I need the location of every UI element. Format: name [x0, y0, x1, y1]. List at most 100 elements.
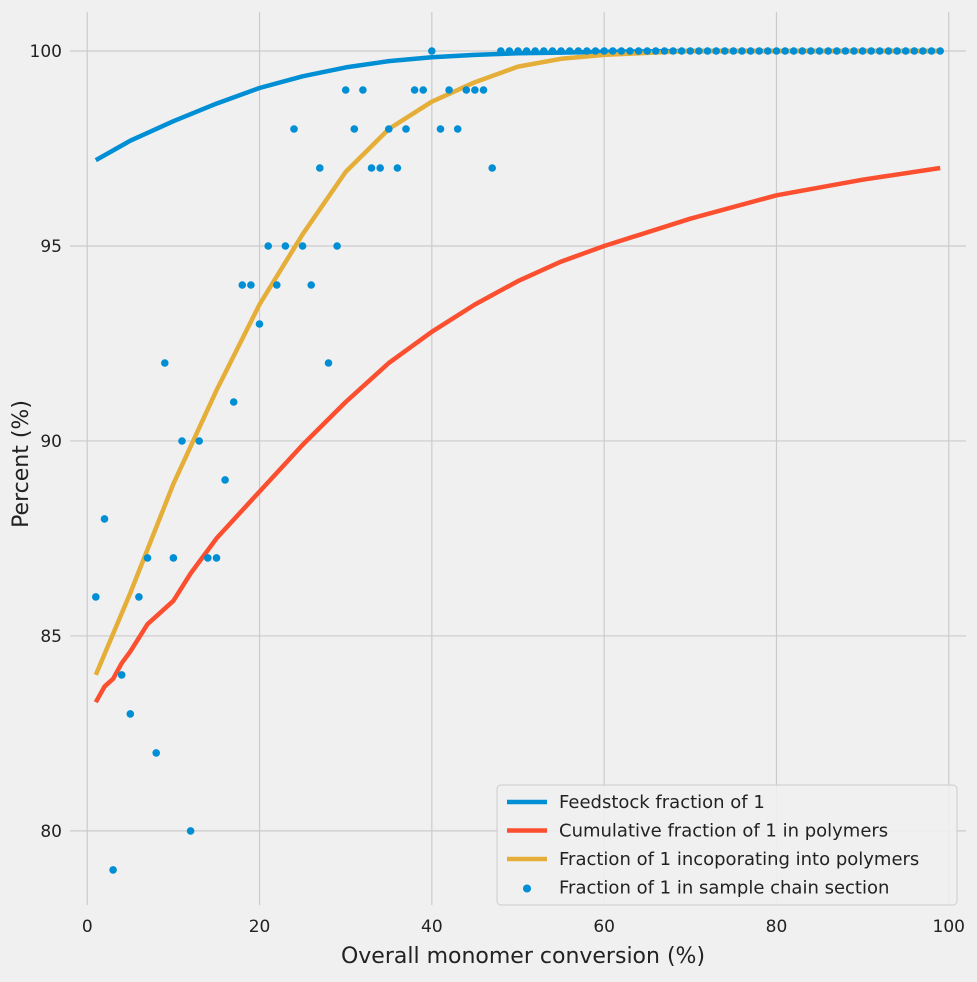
scatter-point	[901, 47, 910, 55]
scatter-point	[686, 47, 695, 55]
scatter-point	[350, 125, 359, 133]
legend-entry-label: Fraction of 1 in sample chain section	[559, 878, 889, 899]
scatter-point	[936, 47, 944, 55]
scatter-point	[186, 827, 195, 835]
scatter-point	[436, 125, 445, 133]
x-axis-label: Overall monomer conversion (%)	[341, 944, 705, 969]
scatter-point	[841, 47, 850, 55]
scatter-point	[428, 47, 436, 55]
scatter-point	[410, 86, 419, 94]
scatter-point	[109, 866, 117, 874]
scatter-point	[591, 47, 600, 55]
x-tick-label: 20	[249, 917, 271, 937]
scatter-point	[876, 47, 884, 55]
scatter-point	[152, 749, 160, 757]
scatter-point	[660, 47, 669, 55]
scatter-point	[195, 437, 203, 445]
scatter-point	[462, 86, 471, 94]
scatter-point	[833, 47, 841, 55]
scatter-point	[755, 47, 763, 55]
series-line-3	[93, 48, 941, 676]
scatter-point	[583, 47, 591, 55]
scatter-point	[204, 554, 212, 562]
x-tick-label: 60	[593, 917, 615, 937]
y-tick-label: 90	[40, 432, 62, 452]
scatter-point	[798, 47, 807, 55]
x-tick-labels: 0 20 40 60 80 100	[82, 917, 965, 937]
scatter-point	[695, 47, 703, 55]
scatter-point	[772, 47, 781, 55]
scatter-point	[522, 47, 531, 55]
scatter-point	[376, 164, 385, 172]
scatter-point	[247, 281, 255, 289]
scatter-point	[497, 47, 505, 55]
scatter-point	[721, 47, 729, 55]
scatter-point	[445, 86, 453, 94]
scatter-point	[488, 164, 497, 172]
scatter-point	[419, 86, 428, 94]
scatter-point	[540, 47, 548, 55]
scatter-point	[626, 47, 634, 55]
scatter-point	[453, 125, 462, 133]
scatter-point	[867, 47, 875, 55]
scatter-point	[393, 164, 402, 172]
scatter-point	[712, 47, 720, 55]
scatter-point	[298, 242, 307, 250]
scatter-point	[479, 86, 488, 94]
y-tick-label: 85	[40, 627, 62, 647]
x-tick-label: 0	[82, 917, 93, 937]
scatter-point	[100, 515, 109, 523]
x-tick-label: 40	[421, 917, 443, 937]
scatter-point	[669, 47, 677, 55]
scatter-point	[781, 47, 789, 55]
scatter-point	[221, 476, 229, 484]
scatter-point	[652, 47, 660, 55]
scatter-point	[927, 47, 936, 55]
legend: Feedstock fraction of 1 Cumulative fracti…	[496, 784, 958, 906]
scatter-point	[290, 125, 298, 133]
scatter-point	[789, 47, 798, 55]
scatter-point	[273, 281, 281, 289]
y-tick-label: 100	[30, 42, 62, 62]
legend-entry-label: Fraction of 1 incoporating into polymers	[559, 849, 919, 870]
scatter-point	[815, 47, 824, 55]
scatter-point	[161, 359, 169, 367]
scatter-point	[264, 242, 273, 250]
y-axis-label: Percent (%)	[9, 400, 34, 528]
scatter-point	[505, 47, 514, 55]
scatter-point	[514, 47, 522, 55]
legend-entry-label: Feedstock fraction of 1	[559, 792, 765, 813]
scatter-point	[471, 86, 479, 94]
scatter-point	[634, 47, 643, 55]
legend-swatch-marker	[523, 884, 531, 893]
scatter-point	[617, 47, 626, 55]
scatter-point	[910, 47, 919, 55]
scatter-point	[212, 554, 221, 562]
scatter-point	[574, 47, 583, 55]
scatter-point	[169, 554, 178, 562]
scatter-point	[324, 359, 333, 367]
scatter-point	[548, 47, 557, 55]
scatter-point	[764, 47, 772, 55]
scatter-point	[824, 47, 832, 55]
scatter-point	[893, 47, 901, 55]
x-tick-label: 100	[933, 917, 965, 937]
scatter-point	[643, 47, 651, 55]
scatter-point	[333, 242, 341, 250]
scatter-point	[919, 47, 927, 55]
scatter-point	[316, 164, 324, 172]
scatter-point	[135, 593, 143, 601]
scatter-point	[238, 281, 247, 289]
x-tick-label: 80	[766, 917, 788, 937]
scatter-point	[565, 47, 574, 55]
legend-entry-label: Cumulative fraction of 1 in polymers	[559, 821, 888, 842]
scatter-point	[126, 710, 135, 718]
scatter-point	[677, 47, 686, 55]
scatter-point	[117, 671, 126, 679]
scatter-point	[367, 164, 376, 172]
grid	[70, 12, 966, 905]
scatter-point	[557, 47, 565, 55]
legend-box	[496, 784, 958, 906]
scatter-point	[746, 47, 755, 55]
